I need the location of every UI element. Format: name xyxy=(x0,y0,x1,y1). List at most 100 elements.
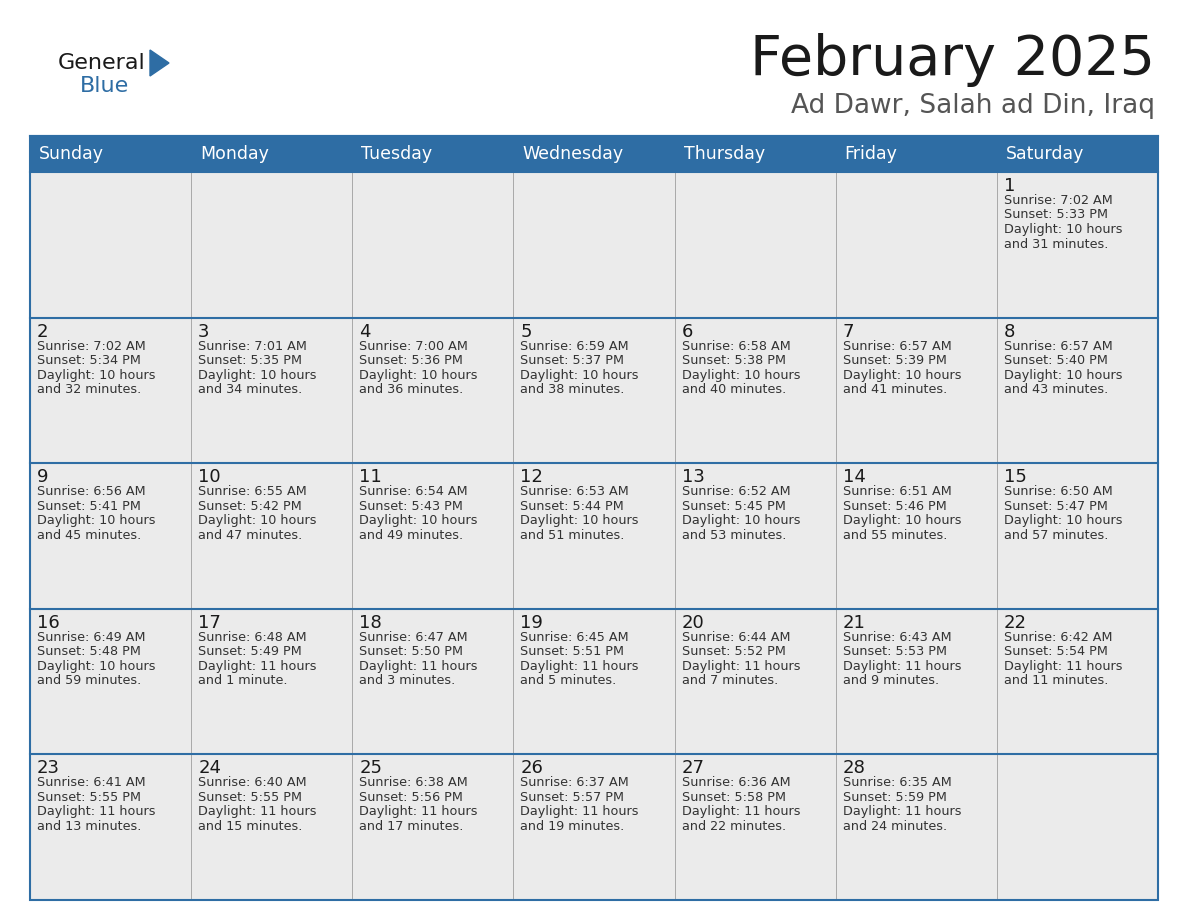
Bar xyxy=(675,318,835,464)
Text: and 1 minute.: and 1 minute. xyxy=(198,675,287,688)
Text: Daylight: 10 hours: Daylight: 10 hours xyxy=(37,369,156,382)
Text: Daylight: 11 hours: Daylight: 11 hours xyxy=(198,660,317,673)
Bar xyxy=(835,464,997,609)
Bar xyxy=(997,136,1158,172)
Text: 7: 7 xyxy=(842,322,854,341)
Text: 3: 3 xyxy=(198,322,209,341)
Text: Sunset: 5:59 PM: Sunset: 5:59 PM xyxy=(842,791,947,804)
Text: 28: 28 xyxy=(842,759,866,778)
Text: Daylight: 10 hours: Daylight: 10 hours xyxy=(198,369,317,382)
Text: 24: 24 xyxy=(198,759,221,778)
Bar xyxy=(191,172,353,318)
Text: Sunrise: 6:40 AM: Sunrise: 6:40 AM xyxy=(198,777,307,789)
Text: Sunset: 5:58 PM: Sunset: 5:58 PM xyxy=(682,791,785,804)
Text: Daylight: 11 hours: Daylight: 11 hours xyxy=(842,660,961,673)
Text: Daylight: 10 hours: Daylight: 10 hours xyxy=(37,514,156,527)
Text: Sunset: 5:53 PM: Sunset: 5:53 PM xyxy=(842,645,947,658)
Text: and 55 minutes.: and 55 minutes. xyxy=(842,529,947,542)
Text: and 17 minutes.: and 17 minutes. xyxy=(359,820,463,833)
Bar xyxy=(997,318,1158,464)
Bar xyxy=(191,318,353,464)
Text: Sunrise: 6:54 AM: Sunrise: 6:54 AM xyxy=(359,486,468,498)
Text: Sunset: 5:43 PM: Sunset: 5:43 PM xyxy=(359,499,463,512)
Text: General: General xyxy=(58,53,146,73)
Text: Daylight: 10 hours: Daylight: 10 hours xyxy=(359,369,478,382)
Text: and 45 minutes.: and 45 minutes. xyxy=(37,529,141,542)
Text: and 51 minutes.: and 51 minutes. xyxy=(520,529,625,542)
Bar xyxy=(513,755,675,900)
Bar xyxy=(513,136,675,172)
Text: Sunrise: 6:36 AM: Sunrise: 6:36 AM xyxy=(682,777,790,789)
Text: and 36 minutes.: and 36 minutes. xyxy=(359,383,463,396)
Text: Sunrise: 7:00 AM: Sunrise: 7:00 AM xyxy=(359,340,468,353)
Text: Sunrise: 6:42 AM: Sunrise: 6:42 AM xyxy=(1004,631,1112,644)
Text: Sunset: 5:44 PM: Sunset: 5:44 PM xyxy=(520,499,624,512)
Text: Sunset: 5:51 PM: Sunset: 5:51 PM xyxy=(520,645,625,658)
Text: Daylight: 10 hours: Daylight: 10 hours xyxy=(842,514,961,527)
Text: 10: 10 xyxy=(198,468,221,487)
Text: Sunset: 5:36 PM: Sunset: 5:36 PM xyxy=(359,354,463,367)
Text: Sunset: 5:42 PM: Sunset: 5:42 PM xyxy=(198,499,302,512)
Bar xyxy=(675,464,835,609)
Bar xyxy=(835,609,997,755)
Text: 22: 22 xyxy=(1004,614,1026,632)
Text: 5: 5 xyxy=(520,322,532,341)
Text: and 31 minutes.: and 31 minutes. xyxy=(1004,238,1108,251)
Text: Sunrise: 6:47 AM: Sunrise: 6:47 AM xyxy=(359,631,468,644)
Text: Sunrise: 6:56 AM: Sunrise: 6:56 AM xyxy=(37,486,146,498)
Text: 16: 16 xyxy=(37,614,59,632)
Text: and 59 minutes.: and 59 minutes. xyxy=(37,675,141,688)
Text: 9: 9 xyxy=(37,468,49,487)
Text: Sunrise: 6:57 AM: Sunrise: 6:57 AM xyxy=(1004,340,1113,353)
Bar xyxy=(353,136,513,172)
Text: 2: 2 xyxy=(37,322,49,341)
Text: Thursday: Thursday xyxy=(683,145,765,163)
Text: Sunrise: 6:43 AM: Sunrise: 6:43 AM xyxy=(842,631,952,644)
Text: Sunrise: 7:02 AM: Sunrise: 7:02 AM xyxy=(37,340,146,353)
Text: Sunrise: 6:55 AM: Sunrise: 6:55 AM xyxy=(198,486,307,498)
Bar xyxy=(30,464,191,609)
Text: Sunrise: 6:49 AM: Sunrise: 6:49 AM xyxy=(37,631,145,644)
Bar xyxy=(30,136,191,172)
Text: 1: 1 xyxy=(1004,177,1016,195)
Text: 14: 14 xyxy=(842,468,866,487)
Text: Daylight: 11 hours: Daylight: 11 hours xyxy=(842,805,961,819)
Text: Daylight: 10 hours: Daylight: 10 hours xyxy=(1004,223,1123,236)
Text: 18: 18 xyxy=(359,614,383,632)
Text: Daylight: 11 hours: Daylight: 11 hours xyxy=(37,805,156,819)
Bar xyxy=(997,464,1158,609)
Text: Daylight: 11 hours: Daylight: 11 hours xyxy=(520,660,639,673)
Text: Daylight: 10 hours: Daylight: 10 hours xyxy=(520,514,639,527)
Text: Sunset: 5:38 PM: Sunset: 5:38 PM xyxy=(682,354,785,367)
Text: and 47 minutes.: and 47 minutes. xyxy=(198,529,303,542)
Bar xyxy=(30,318,191,464)
Text: and 15 minutes.: and 15 minutes. xyxy=(198,820,303,833)
Text: and 49 minutes.: and 49 minutes. xyxy=(359,529,463,542)
Bar xyxy=(191,464,353,609)
Bar xyxy=(835,755,997,900)
Text: Daylight: 10 hours: Daylight: 10 hours xyxy=(37,660,156,673)
Bar xyxy=(353,609,513,755)
Text: and 24 minutes.: and 24 minutes. xyxy=(842,820,947,833)
Text: Daylight: 11 hours: Daylight: 11 hours xyxy=(682,805,800,819)
Text: Daylight: 11 hours: Daylight: 11 hours xyxy=(682,660,800,673)
Text: Sunset: 5:55 PM: Sunset: 5:55 PM xyxy=(198,791,302,804)
Bar xyxy=(353,464,513,609)
Text: Sunrise: 6:52 AM: Sunrise: 6:52 AM xyxy=(682,486,790,498)
Text: and 7 minutes.: and 7 minutes. xyxy=(682,675,778,688)
Text: Sunset: 5:39 PM: Sunset: 5:39 PM xyxy=(842,354,947,367)
Text: Sunset: 5:46 PM: Sunset: 5:46 PM xyxy=(842,499,947,512)
Text: 20: 20 xyxy=(682,614,704,632)
Text: and 19 minutes.: and 19 minutes. xyxy=(520,820,625,833)
Text: 6: 6 xyxy=(682,322,693,341)
Text: Sunset: 5:35 PM: Sunset: 5:35 PM xyxy=(198,354,302,367)
Bar xyxy=(513,609,675,755)
Text: Daylight: 10 hours: Daylight: 10 hours xyxy=(842,369,961,382)
Text: Sunrise: 6:57 AM: Sunrise: 6:57 AM xyxy=(842,340,952,353)
Text: Sunset: 5:47 PM: Sunset: 5:47 PM xyxy=(1004,499,1107,512)
Text: Sunday: Sunday xyxy=(39,145,105,163)
Text: Sunrise: 6:38 AM: Sunrise: 6:38 AM xyxy=(359,777,468,789)
Text: Sunset: 5:48 PM: Sunset: 5:48 PM xyxy=(37,645,141,658)
Bar xyxy=(835,136,997,172)
Text: Sunset: 5:55 PM: Sunset: 5:55 PM xyxy=(37,791,141,804)
